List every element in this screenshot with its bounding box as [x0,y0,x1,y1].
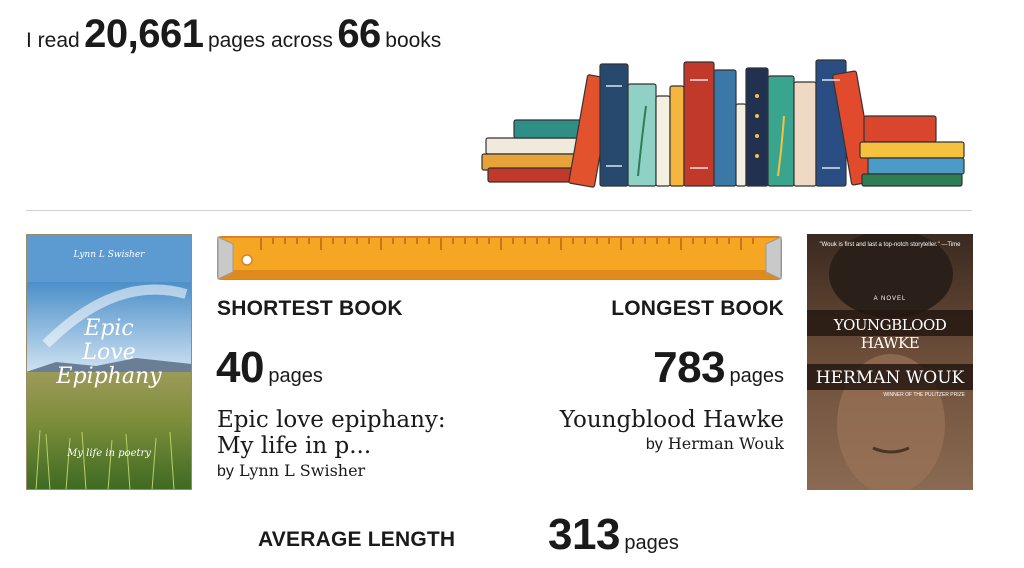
longest-pages-number: 783 [653,343,726,392]
ruler-illustration [217,236,782,280]
cover-title-line2: Love [82,340,136,365]
cover-quote: "Wouk is first and last a top-notch stor… [819,242,961,248]
shortest-pages-unit: pages [268,365,323,387]
longest-pages-unit: pages [729,365,785,387]
shortest-title-line2: My life in p... [217,433,372,459]
total-books-count: 66 [337,12,381,56]
longest-book-byline: by Herman Wouk [646,434,784,454]
longest-by-word: by [645,436,663,453]
shortest-title-line1: Epic love epiphany: [217,407,446,433]
headline-suffix: books [385,29,442,52]
cover-subtitle: My life in poetry [67,448,151,459]
shortest-by-word: by [217,463,234,480]
cover-author: HERMAN WOUK [815,368,965,388]
shortest-pages-number: 40 [216,343,264,392]
longest-book-pages: 783 pages [653,343,784,393]
shortest-book-pages: 40 pages [216,343,323,393]
reading-summary-headline: I read 20,661 pages across 66 books [26,12,441,57]
average-pages-unit: pages [624,532,679,554]
shortest-author[interactable]: Lynn L Swisher [239,461,366,480]
headline-prefix: I read [26,29,80,52]
shortest-book-label: SHORTEST BOOK [217,297,403,320]
longest-book-title[interactable]: Youngblood Hawke [559,407,784,433]
cover-novel-tag: A NOVEL [873,296,907,302]
cover-author-text: Lynn L Swisher [73,250,145,260]
total-pages-count: 20,661 [84,12,204,56]
cover-title: YOUNGBLOOD HAWKE [833,316,947,352]
bookshelf-illustration [481,59,965,188]
headline-middle: pages across [207,29,333,52]
shortest-cover-art [26,234,192,490]
cover-title-line1: Epic [84,316,134,341]
section-divider [26,210,972,211]
cover-title-line3: Epiphany [56,364,162,389]
average-length-label: AVERAGE LENGTH [258,528,456,551]
shortest-book-title[interactable]: Epic love epiphany: My life in p... [217,407,446,459]
longest-book-cover[interactable]: "Wouk is first and last a top-notch stor… [807,234,973,490]
cover-award: WINNER OF THE PULITZER PRIZE [883,392,965,398]
shortest-book-byline: by Lynn L Swisher [217,461,365,481]
shortest-book-cover[interactable]: Lynn L Swisher Epic Love Epiphany My lif… [26,234,192,490]
average-length-pages: 313 pages [548,510,679,560]
longest-author[interactable]: Herman Wouk [667,434,784,453]
average-pages-number: 313 [548,510,620,559]
longest-book-label: LONGEST BOOK [611,297,784,320]
longest-cover-art [807,234,973,490]
